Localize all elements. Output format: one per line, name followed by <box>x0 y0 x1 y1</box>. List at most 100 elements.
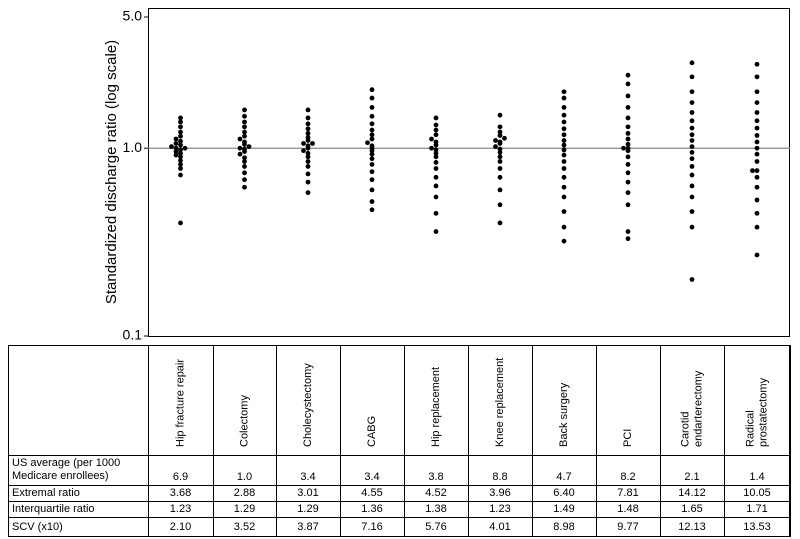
dot <box>625 141 631 147</box>
cell: 1.23 <box>170 503 191 515</box>
cell: 4.7 <box>556 471 571 483</box>
cell: 6.9 <box>173 471 188 483</box>
dot <box>689 125 695 131</box>
dot <box>754 74 760 80</box>
cell: 1.65 <box>681 503 702 515</box>
dot <box>754 89 760 95</box>
dot <box>625 115 631 121</box>
dot <box>689 118 695 124</box>
row-label: Extremal ratio <box>12 487 80 499</box>
dot <box>689 156 695 162</box>
dot <box>754 100 760 106</box>
dot <box>369 151 375 157</box>
dot <box>497 112 503 118</box>
column-header: Hip fracture repair <box>174 359 186 447</box>
y-tick-label: 5.0 <box>123 8 143 24</box>
dot <box>561 224 567 230</box>
cell: 1.23 <box>489 503 510 515</box>
dot <box>310 141 315 146</box>
dot <box>561 166 567 171</box>
cell: 8.8 <box>492 471 507 483</box>
dot <box>561 138 567 143</box>
dot <box>561 142 567 148</box>
dot <box>625 136 631 142</box>
dot <box>493 144 498 150</box>
dot <box>242 107 247 113</box>
dot <box>433 166 439 171</box>
dot <box>497 187 503 193</box>
dot <box>242 159 247 164</box>
dot <box>754 174 760 180</box>
cell: 2.10 <box>170 521 191 533</box>
dot <box>625 236 631 242</box>
dot <box>754 210 760 216</box>
cell: 3.52 <box>234 521 255 533</box>
dot <box>625 130 631 136</box>
dot <box>305 179 311 185</box>
dot <box>433 183 439 189</box>
dot <box>689 132 695 138</box>
dot <box>178 138 183 144</box>
column-header: Back surgery <box>558 382 570 447</box>
dot <box>497 220 503 226</box>
dot <box>173 149 179 154</box>
dot <box>689 100 695 106</box>
cell: 3.4 <box>364 471 379 483</box>
dot <box>625 93 631 99</box>
dot <box>242 184 247 190</box>
cell: 1.71 <box>746 503 767 515</box>
dot <box>369 156 375 162</box>
dot <box>369 113 375 119</box>
dot <box>173 145 179 151</box>
dot <box>242 155 247 161</box>
cell: 13.53 <box>743 521 771 533</box>
cell: 1.4 <box>749 471 764 483</box>
y-axis-title: Standardized discharge ratio (log scale) <box>103 40 120 304</box>
dot <box>305 121 311 127</box>
dot <box>305 190 311 196</box>
dot <box>561 238 567 244</box>
dot <box>561 174 567 180</box>
cell: 4.01 <box>489 521 510 533</box>
cell: 5.76 <box>425 521 446 533</box>
cell: 3.01 <box>297 487 318 499</box>
dot <box>369 121 375 127</box>
y-tick-label: 0.1 <box>123 327 143 343</box>
dot <box>369 95 375 101</box>
cell: 1.38 <box>425 503 446 515</box>
dot <box>625 179 631 185</box>
dot <box>497 150 503 155</box>
row-label: US average (per 1000 <box>12 457 120 469</box>
dot <box>242 129 247 135</box>
dot <box>178 129 183 135</box>
cell: 4.52 <box>425 487 446 499</box>
dot <box>305 150 311 156</box>
cell: 8.98 <box>553 521 574 533</box>
dot <box>305 171 311 177</box>
cell: 3.87 <box>297 521 318 533</box>
column-header: Hip replacement <box>430 367 442 447</box>
dot <box>625 81 631 87</box>
dot <box>561 112 567 118</box>
dot <box>754 145 760 151</box>
dot <box>754 133 760 138</box>
dot <box>173 152 179 158</box>
dot <box>497 159 503 164</box>
dot <box>493 138 498 143</box>
cell: 1.0 <box>237 471 252 483</box>
cell: 12.13 <box>678 521 706 533</box>
dot <box>754 110 760 115</box>
dot <box>561 132 567 138</box>
dot <box>433 154 439 160</box>
dot <box>689 74 695 80</box>
dot <box>625 105 631 110</box>
dot <box>237 151 243 157</box>
dot <box>305 130 311 136</box>
dot <box>369 177 375 183</box>
dot <box>433 115 439 121</box>
dot <box>433 160 439 165</box>
dot <box>625 162 631 167</box>
column-header: Radical <box>744 410 756 447</box>
dot <box>561 152 567 158</box>
dot <box>625 72 631 78</box>
